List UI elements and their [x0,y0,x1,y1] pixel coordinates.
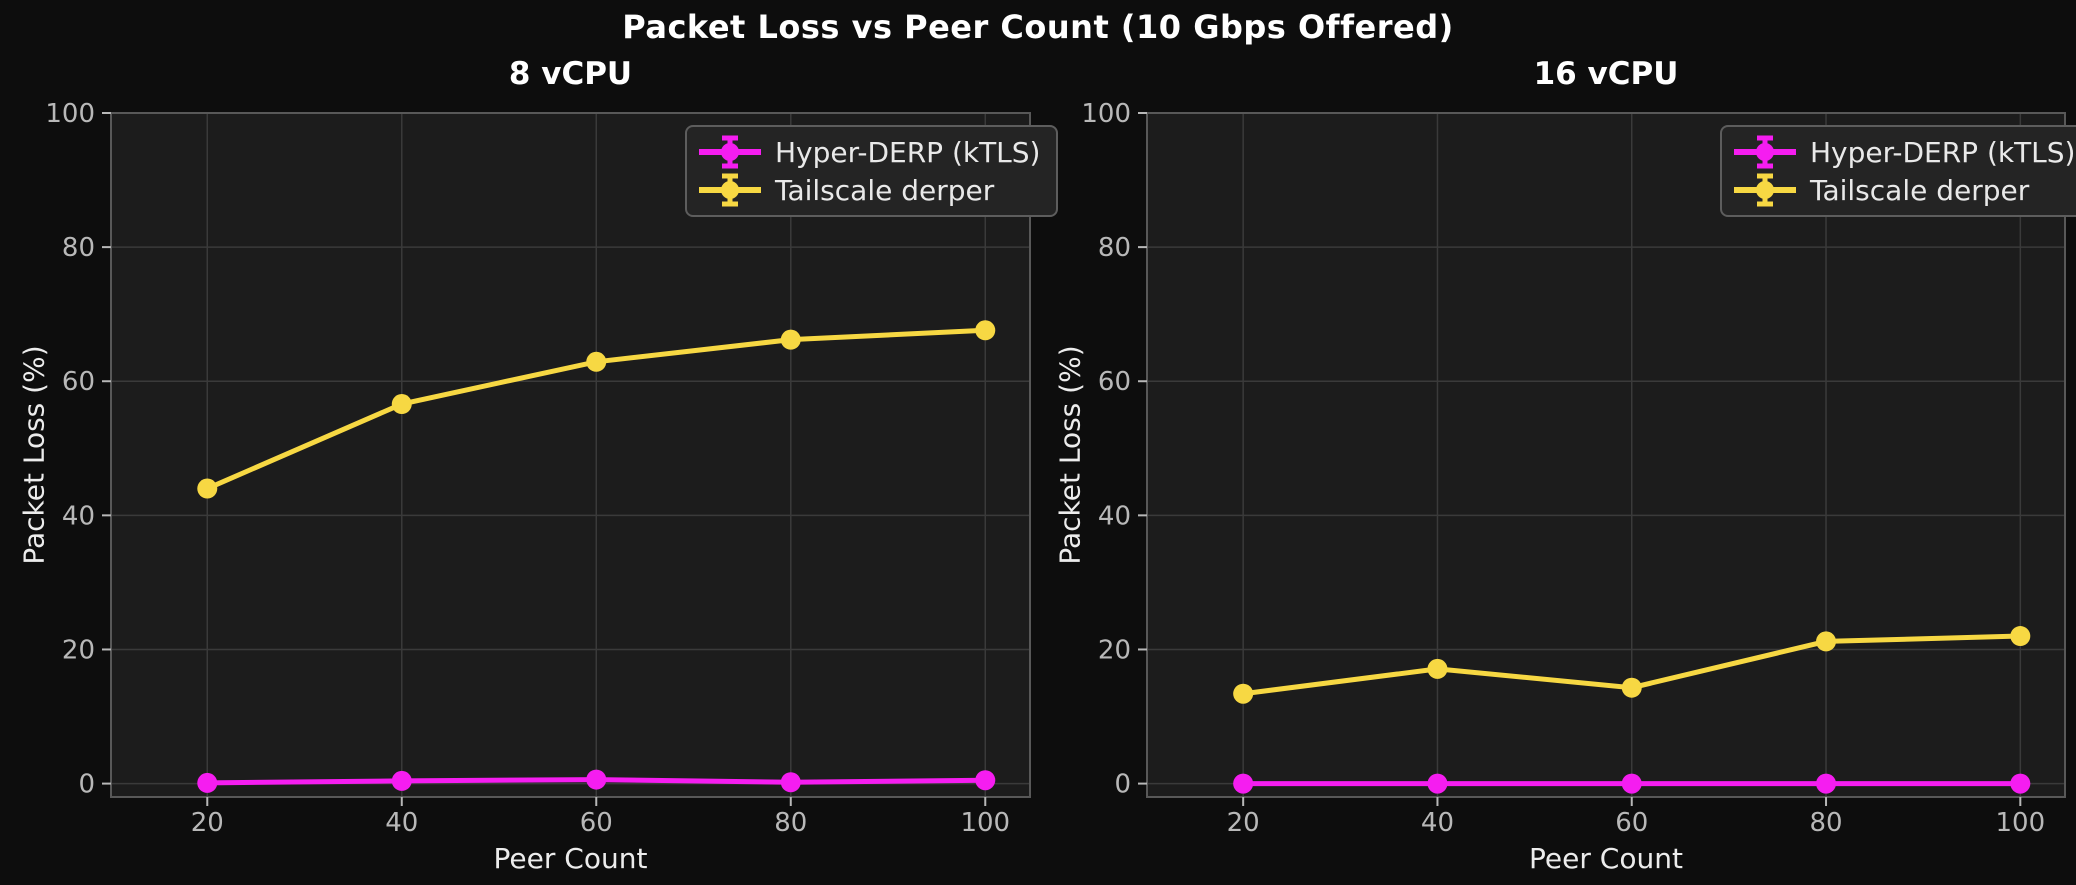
y-tick-label: 0 [1114,770,1131,800]
y-tick-label: 20 [62,635,95,665]
series-marker [1427,658,1448,679]
series-marker [1816,631,1837,652]
series-marker [975,770,996,791]
x-tick-label: 20 [191,808,224,838]
errorbar-marker-icon [1734,173,1796,207]
legend-item: Tailscale derper [1734,171,2075,209]
series-marker [586,769,607,790]
series-marker [780,329,801,350]
x-tick-label: 60 [1615,808,1648,838]
x-tick-label: 100 [1995,808,2045,838]
y-tick-label: 60 [1098,367,1131,397]
y-tick-label: 60 [62,367,95,397]
axes-spines [1146,112,2066,798]
x-tick-label: 100 [960,808,1010,838]
y-axis-label-left: Packet Loss (%) [17,345,51,565]
series-marker [586,351,607,372]
legend-right: Hyper-DERP (kTLS) Tailscale derper [1720,125,2076,217]
series-marker [197,478,218,499]
legend-label: Hyper-DERP (kTLS) [1810,135,2076,169]
x-tick-label: 80 [774,808,807,838]
x-tick-label: 60 [580,808,613,838]
series-marker [2010,773,2031,794]
series-marker [391,770,412,791]
series-marker [1233,773,1254,794]
series-marker [1621,677,1642,698]
legend-label: Tailscale derper [1810,173,2030,207]
legend-left: Hyper-DERP (kTLS) Tailscale derper [685,125,1059,217]
x-tick-label: 40 [385,808,418,838]
series-marker [780,772,801,793]
x-tick-label: 80 [1809,808,1842,838]
x-axis-label-right: Peer Count [1529,842,1683,875]
series-marker [1427,773,1448,794]
series-marker [197,772,218,793]
y-axis-label-right: Packet Loss (%) [1053,345,1087,565]
x-tick-label: 40 [1421,808,1454,838]
errorbar-marker-icon [1734,135,1796,169]
subplot-title-8-vcpu: 8 vCPU [508,56,633,92]
y-tick-label: 80 [62,233,95,263]
errorbar-marker-icon [699,173,761,207]
series-marker [1233,683,1254,704]
series-marker [391,394,412,415]
errorbar-marker-icon [699,135,761,169]
y-tick-label: 80 [1098,233,1131,263]
series-marker [1816,773,1837,794]
legend-item: Tailscale derper [699,171,1040,209]
y-tick-label: 0 [78,770,95,800]
legend-label: Tailscale derper [775,173,995,207]
y-tick-label: 40 [1098,501,1131,531]
y-tick-label: 100 [45,99,95,129]
legend-item: Hyper-DERP (kTLS) [1734,133,2075,171]
y-tick-label: 40 [62,501,95,531]
axes-background [111,113,1030,797]
series-marker [2010,626,2031,647]
figure-title: Packet Loss vs Peer Count (10 Gbps Offer… [622,8,1454,46]
series-marker [975,320,996,341]
series-marker [1621,773,1642,794]
legend-label: Hyper-DERP (kTLS) [775,135,1041,169]
x-tick-label: 20 [1227,808,1260,838]
axes-spines [110,112,1031,798]
y-tick-label: 20 [1098,635,1131,665]
legend-item: Hyper-DERP (kTLS) [699,133,1040,171]
x-axis-label-left: Peer Count [493,842,648,875]
subplot-title-16-vcpu: 16 vCPU [1533,56,1679,92]
y-tick-label: 100 [1081,99,1131,129]
